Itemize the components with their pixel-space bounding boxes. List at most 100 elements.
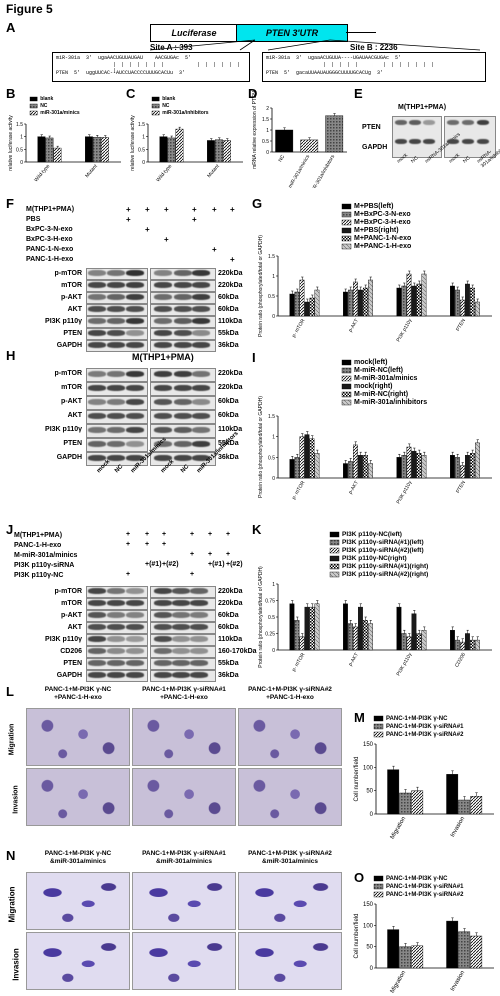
blot-band [126,330,144,336]
blot-row-label: PI3K p110γ [45,426,82,433]
bar [406,273,412,317]
y-tick-label: 1 [272,435,275,441]
blot-row-label: AKT [67,306,82,313]
y-axis-label: relative luciferase activity [8,115,14,171]
panel-o-label: O [354,870,365,885]
blot-band [126,413,144,419]
bar [387,929,400,969]
bar [455,639,460,651]
blot-band [192,399,210,405]
legend-swatch [373,891,384,898]
plot-area: 0 50 100 150 Migration Invasion Cell number/fi… [354,902,494,994]
blot-band [107,306,125,312]
blot-band [88,441,106,447]
y-tick-label: 0.5 [268,615,275,621]
j-condition-mark: + [208,551,213,558]
kda-label: 55kDa [218,440,239,447]
blot-row-label: mTOR [61,384,82,391]
micro-column-label: PANC-1+M-PI3K γ-NC &miR-301a/minics [44,850,112,865]
x-category-label: Mutant [206,163,221,179]
bar [289,603,295,651]
blot-band [126,441,144,447]
bar [465,283,470,317]
legend-label: mock(left) [354,359,387,366]
y-tick-label: 0 [272,476,275,482]
x-category-label: p- mTOR [291,652,307,673]
bar [309,606,315,651]
chart-b: 0 0.5 1 1.5 Wild-type Mutant relative lucifera… [8,96,121,183]
legend-swatch [373,875,384,882]
blot-band [107,612,125,618]
kda-label: 110kDa [218,426,243,433]
micrograph-image [26,932,130,990]
blot-band [126,600,144,606]
legend-label: PANC-1+M-PI3K γ-siRNA#2 [386,732,464,738]
x-category-label: miR-301a/inhibitors [309,154,336,188]
x-category-label: PI3K p110γ [396,480,414,506]
figure-title: Figure 5 [6,2,53,16]
blot-band [88,282,106,288]
legend: PANC-1+M-PI3K γ-NC PANC-1+M-PI3K γ-siRNA#… [373,875,464,898]
bar [455,457,460,479]
bar [363,455,368,479]
legend-label: mock(right) [354,383,393,390]
j-condition-name: M(THP1+PMA) [14,532,63,539]
y-tick-label: 1 [142,135,145,141]
bar [358,289,363,317]
bar [175,128,184,163]
blot-band [88,588,106,594]
blot-band [154,294,172,300]
micrograph-image [132,872,236,930]
j-condition-mark: + [145,531,150,538]
bar [363,620,368,651]
y-axis-label: Cell number/field [354,756,360,801]
legend-label: PI3K p110γ-siRNA(#2)(left) [342,547,424,554]
blot-band [88,600,106,606]
plot-area: 0 0.5 1 1.5 p- mTOR p-AKT PI3K p110γ PTEN Protei… [258,235,492,343]
j-condition-mark: + [162,541,167,548]
x-category-label: p- mTOR [291,318,307,339]
blot-row-label: mTOR [61,282,82,289]
site-b-label: Site B : 2236 [350,43,398,52]
legend: PANC-1+M-PI3K γ-NC PANC-1+M-PI3K γ-siRNA#… [373,715,464,738]
blot-band [107,294,125,300]
j-condition-mark: + [126,541,131,548]
y-axis-label: Cell number/field [354,913,360,958]
kda-label: 36kDa [218,342,239,349]
blot-band [154,330,172,336]
blot-band [88,399,106,405]
blot-band [154,399,172,405]
blot-band [107,600,125,606]
legend-swatch [329,531,340,538]
blot-band [154,600,172,606]
blot-band [107,636,125,642]
blot-band [172,612,190,618]
legend: mock(left)M-miR-NC(left)M-miR-301a/minic… [341,359,427,406]
x-category-label: Mutant [84,163,99,179]
x-category-label: PI3K p110γ [396,318,414,344]
x-category-label: p-AKT [348,652,360,667]
bar [416,633,422,651]
blot-row-label: p-AKT [61,294,82,301]
micrograph-image [238,872,342,930]
blot-band [126,588,144,594]
bar [399,946,412,969]
micrograph-image [238,932,342,990]
kda-label: 55kDa [218,660,239,667]
f-condition-name: BxPC-3-H-exo [26,236,73,243]
blot-row-label: p-AKT [61,398,82,405]
blot-band [154,282,172,288]
bar [289,293,295,317]
bar [396,457,402,479]
blot-band [190,600,208,606]
blot-band [88,672,106,678]
chart-g: 0 0.5 1 1.5 p- mTOR p-AKT PI3K p110γ PTEN Protei… [258,203,492,343]
kda-label: 220kDa [218,282,243,289]
bar [470,452,475,479]
legend-swatch [373,715,384,722]
bar [470,287,475,317]
x-category-label: PTEN [455,480,467,495]
legend-swatch [29,96,38,102]
site-b-mir-seq: miR-301a 3' ugaaACUGUUA----UGAUAACGUGAc … [266,55,402,61]
e-band [395,139,407,144]
